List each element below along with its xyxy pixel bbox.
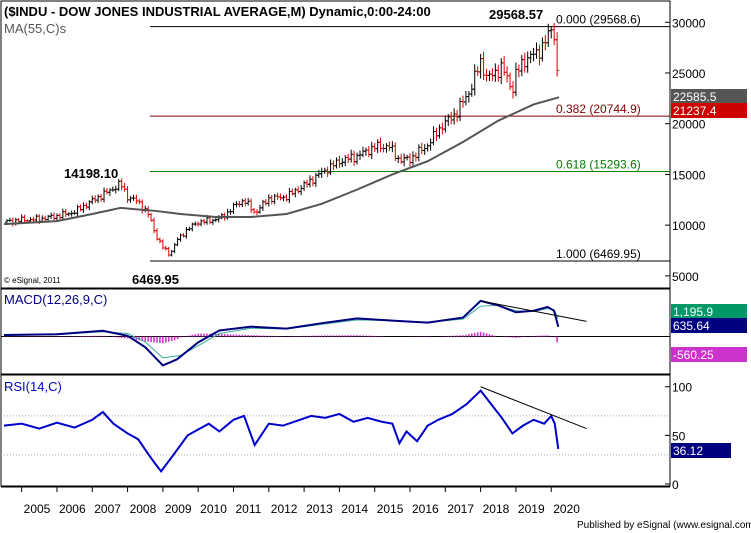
macd-value-label: 635.64 xyxy=(671,318,747,333)
x-axis-tick-label: 2011 xyxy=(235,502,261,516)
last-ma-label: 22585.5 xyxy=(671,89,747,104)
rsi-panel: 0 50 100 RSI(14,C) 36.12 xyxy=(0,374,731,492)
high-annotation: 29568.57 xyxy=(489,7,543,22)
x-axis-tick-label: 2005 xyxy=(24,502,51,516)
fib-levels: 0.000 (29568.6) 0.382 (20744.9) 0.618 (152… xyxy=(150,13,670,262)
x-axis-tick-label: 2008 xyxy=(130,502,157,516)
macd-value-bg xyxy=(671,318,747,333)
rsi-trendline xyxy=(480,386,587,430)
fib-level-label: 0.618 (15293.6) xyxy=(556,157,641,171)
x-axis-tick-label: 2010 xyxy=(200,502,227,516)
x-axis-tick-label: 2009 xyxy=(165,502,192,516)
macd-line xyxy=(3,299,560,367)
macd-panel-frame xyxy=(0,288,671,375)
price-y-tick-label: 5000 xyxy=(672,270,699,284)
last-price-label-bg xyxy=(671,103,747,118)
x-axis-tick-label: 2019 xyxy=(518,502,545,516)
rsi-value-text: 36.12 xyxy=(673,444,703,458)
x-axis: 2005 2006 2007 2008 2009 2010 2011 2012 2013 2014… xyxy=(1,486,670,516)
price-panel: 0.000 (29568.6) 0.382 (20744.9) 0.618 (152… xyxy=(0,0,747,289)
x-axis-tick-label: 2015 xyxy=(377,502,404,516)
x-axis-tick-label: 2017 xyxy=(447,502,474,516)
rsi-y-tick-label: 100 xyxy=(672,381,692,395)
price-panel-frame xyxy=(0,0,671,289)
fib-level-label: 0.382 (20744.9) xyxy=(556,102,641,116)
rsi-value-bg xyxy=(671,443,731,458)
x-axis-tick-label: 2014 xyxy=(341,502,368,516)
x-axis-tick-label: 2020 xyxy=(553,502,580,516)
x-axis-tick-label: 2013 xyxy=(306,502,333,516)
macd-hist-value-text: -560.25 xyxy=(673,348,714,362)
rsi-y-tick-label: 50 xyxy=(672,429,686,443)
fib-level-label: 0.000 (29568.6) xyxy=(556,13,641,27)
prior-high-annotation: 14198.10 xyxy=(64,166,118,181)
macd-value-text: 635.64 xyxy=(673,319,710,333)
macd-hist-value-label: -560.25 xyxy=(671,347,747,362)
rsi-panel-frame xyxy=(0,374,671,487)
rsi-y-tick-label: 0 xyxy=(672,478,679,492)
rsi-line xyxy=(3,389,560,474)
macd-trendline xyxy=(480,300,587,322)
x-axis-tick-label: 2018 xyxy=(483,502,510,516)
rsi-legend: RSI(14,C) xyxy=(4,379,62,394)
price-y-axis: 5000 10000 15000 20000 25000 30000 xyxy=(665,16,706,284)
price-y-tick-label: 30000 xyxy=(672,16,706,30)
rsi-y-axis: 0 50 100 xyxy=(665,381,692,492)
chart-title: ($INDU - DOW JONES INDUSTRIAL AVERAGE,M)… xyxy=(4,4,431,19)
macd-signal-value-bg xyxy=(671,304,747,319)
last-price-label: 21237.4 xyxy=(671,103,747,118)
macd-panel: MACD(12,26,9,C) 1,195.9 635.64 -560.25 xyxy=(0,288,747,375)
price-y-tick-label: 20000 xyxy=(672,118,706,132)
copyright-text: © eSignal, 2011 xyxy=(4,276,61,285)
x-axis-tick-label: 2006 xyxy=(59,502,86,516)
macd-histogram xyxy=(3,331,558,344)
macd-hist-value-bg xyxy=(671,347,747,362)
price-candles xyxy=(4,22,560,257)
price-y-tick-label: 25000 xyxy=(672,67,706,81)
fib-level-label: 1.000 (6469.95) xyxy=(556,247,641,261)
last-ma-label-text: 22585.5 xyxy=(673,90,717,104)
last-ma-label-bg xyxy=(671,89,747,104)
footer-text: Published by eSignal (www.esignal.com) xyxy=(577,520,751,531)
price-y-tick-label: 10000 xyxy=(672,219,706,233)
low-annotation: 6469.95 xyxy=(132,272,179,287)
macd-signal-value-label: 1,195.9 xyxy=(671,304,747,319)
price-y-tick-label: 15000 xyxy=(672,168,706,182)
macd-legend: MACD(12,26,9,C) xyxy=(4,292,107,307)
rsi-grid xyxy=(1,415,670,456)
macd-signal-value-text: 1,195.9 xyxy=(673,305,713,319)
x-axis-tick-label: 2007 xyxy=(94,502,121,516)
last-price-label-text: 21237.4 xyxy=(673,104,717,118)
rsi-value-label: 36.12 xyxy=(671,443,731,458)
moving-average-line xyxy=(3,96,560,226)
x-axis-tick-label: 2016 xyxy=(412,502,439,516)
ma-legend: MA(55,C)s xyxy=(4,21,67,36)
x-axis-tick-label: 2012 xyxy=(271,502,298,516)
